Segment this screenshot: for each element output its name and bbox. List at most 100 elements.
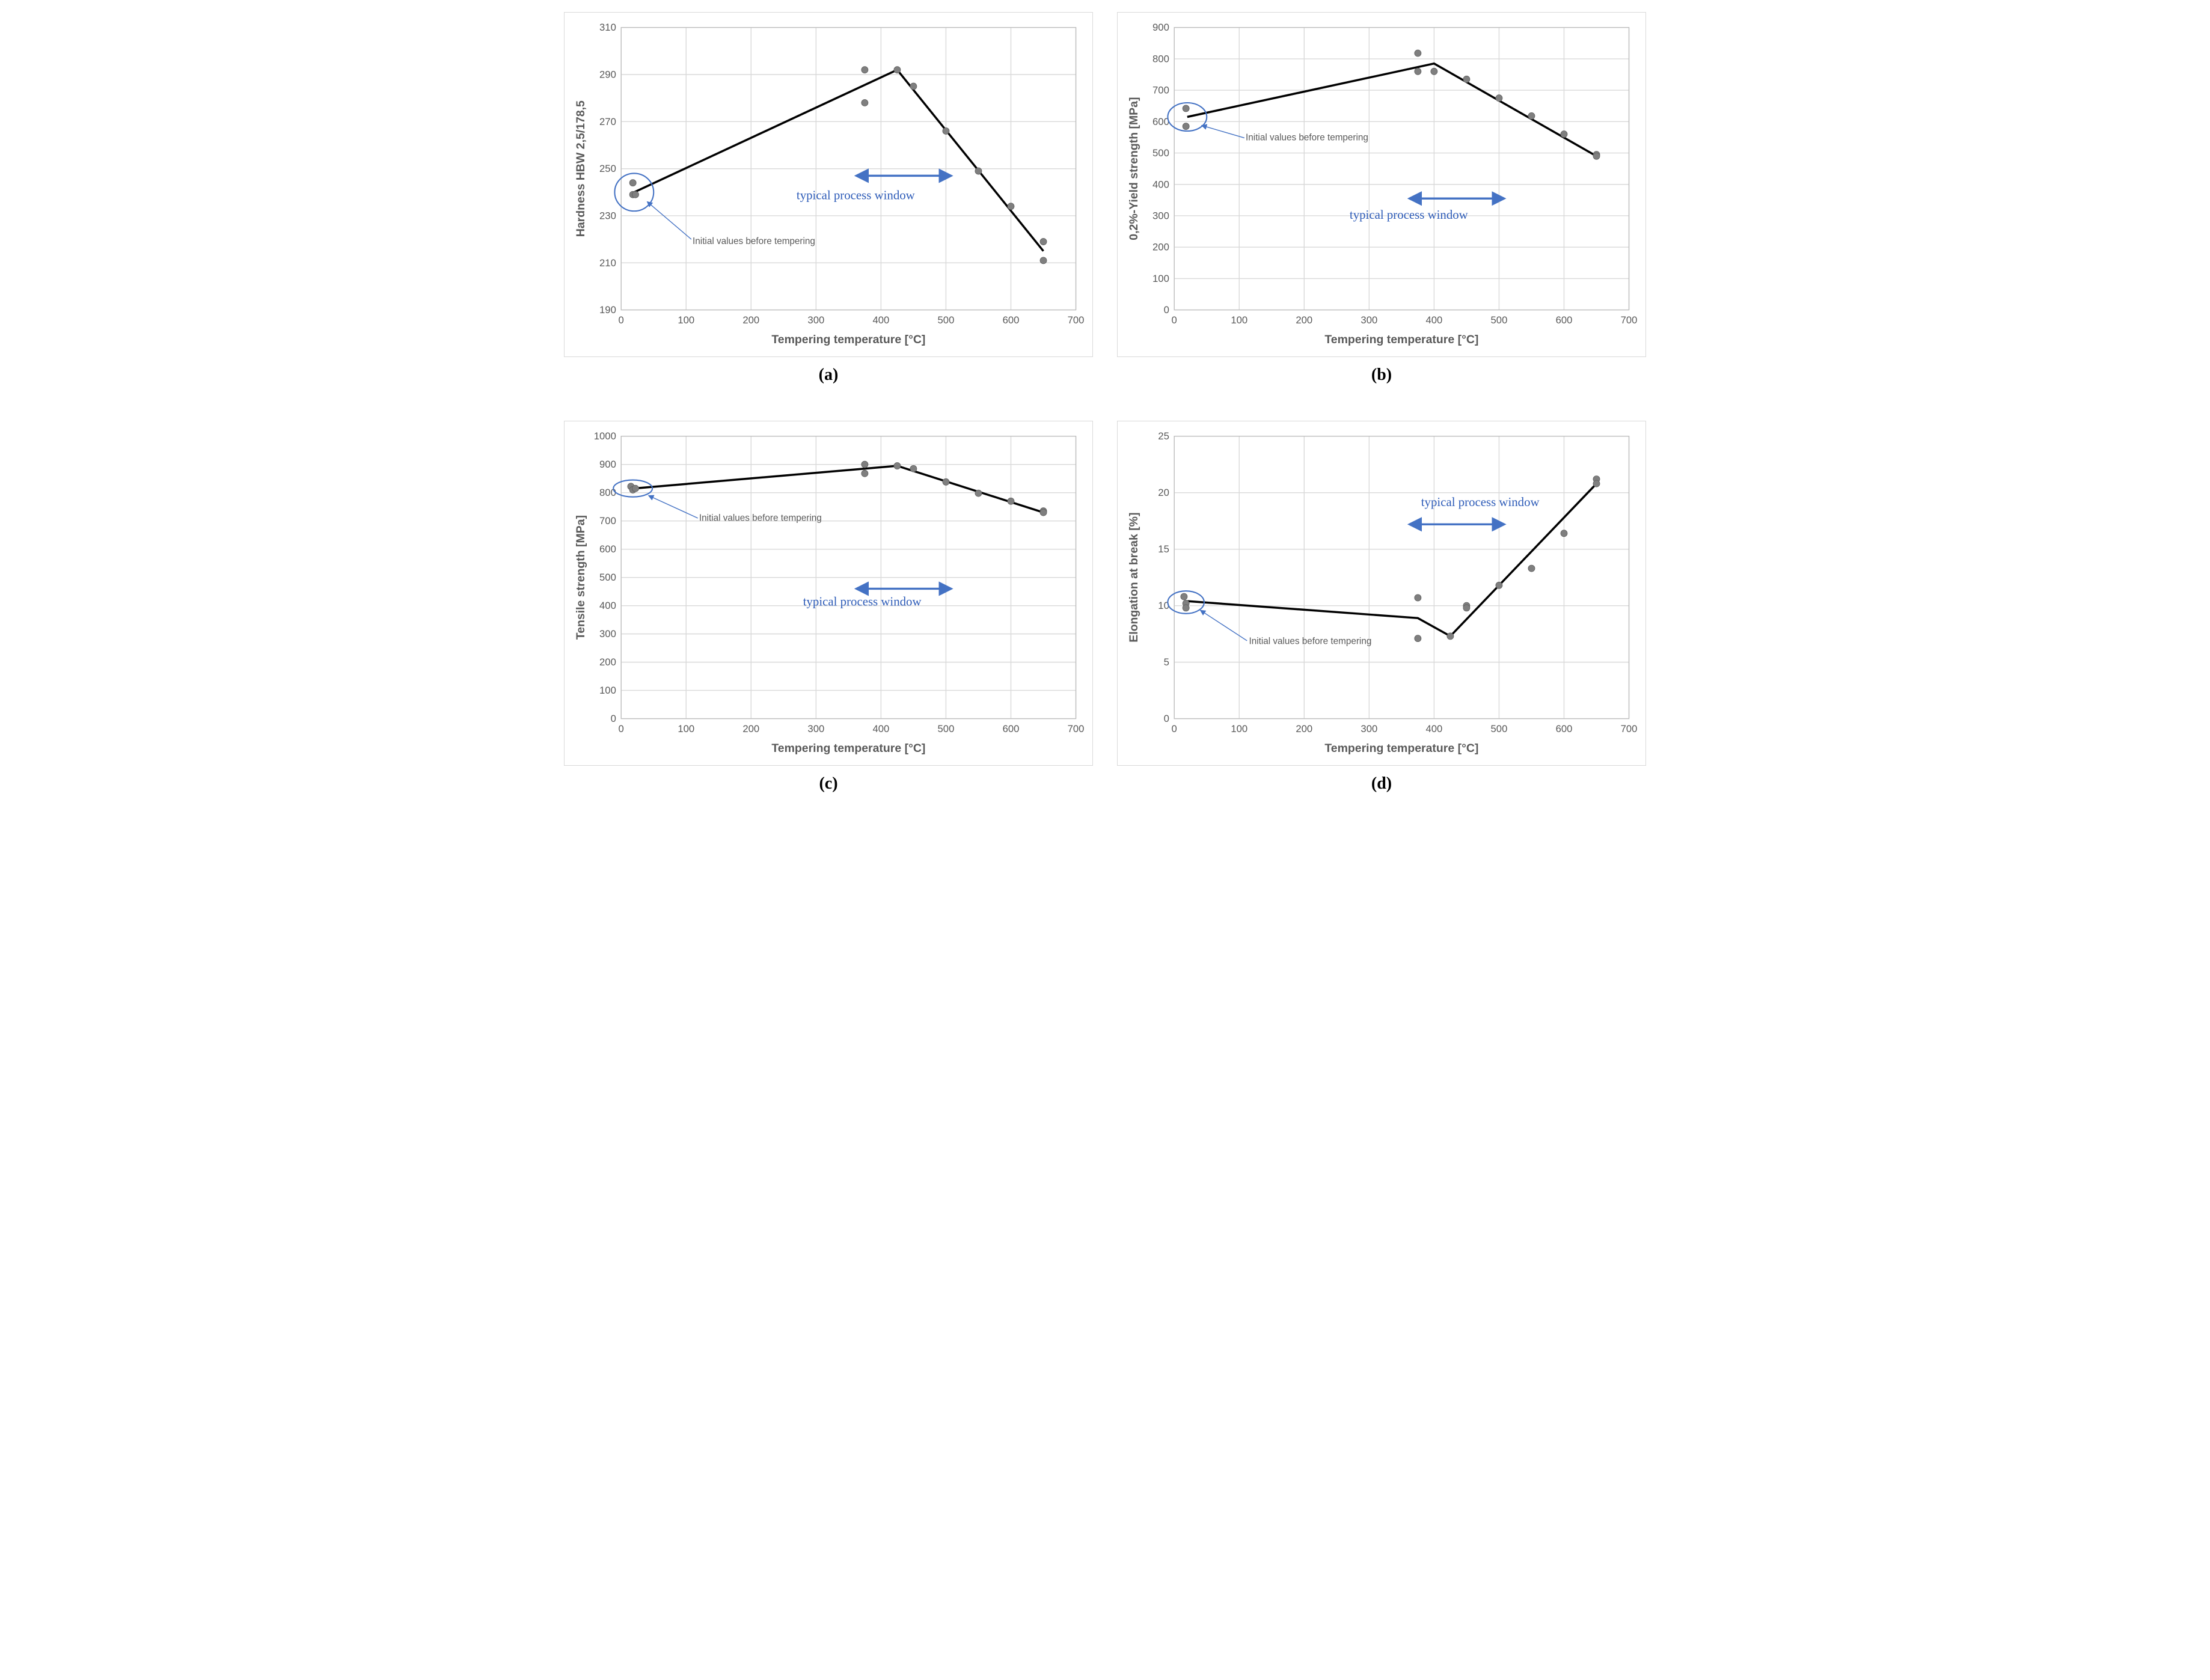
y-tick-label: 600: [599, 543, 616, 555]
y-tick-label: 0: [1164, 304, 1169, 316]
data-marker: [1415, 594, 1421, 601]
x-tick-label: 500: [1491, 314, 1508, 326]
initial-arrow: [647, 201, 691, 239]
trend-line: [634, 466, 1044, 513]
x-tick-label: 100: [1231, 723, 1247, 735]
x-tick-label: 300: [1361, 723, 1377, 735]
data-marker: [943, 478, 949, 485]
plot-wrap: 0100200300400500600700010020030040050060…: [1122, 17, 1641, 352]
data-marker: [1008, 498, 1014, 504]
data-marker: [862, 67, 868, 73]
y-tick-label: 700: [1152, 85, 1169, 96]
y-tick-label: 400: [599, 600, 616, 611]
y-tick-label: 0: [1164, 713, 1169, 724]
x-tick-label: 200: [1296, 314, 1312, 326]
trend-line: [634, 70, 1044, 251]
x-tick-label: 600: [1556, 723, 1573, 735]
plot-wrap: 01002003004005006007000510152025Initial …: [1122, 426, 1641, 760]
x-tick-label: 700: [1621, 723, 1638, 735]
plot-border: [1174, 436, 1629, 719]
y-tick-label: 25: [1158, 430, 1169, 442]
y-axis-label: 0,2%-Yield strength [MPa]: [1127, 97, 1140, 240]
x-tick-label: 400: [872, 314, 889, 326]
chart-box: 0100200300400500600700010020030040050060…: [1117, 12, 1646, 357]
y-tick-label: 100: [1152, 273, 1169, 284]
data-marker: [1528, 112, 1535, 119]
chart-svg: 0100200300400500600700190210230250270290…: [569, 17, 1088, 352]
y-tick-label: 210: [599, 257, 616, 269]
data-marker: [1447, 633, 1454, 640]
x-tick-label: 0: [1172, 723, 1177, 735]
x-tick-label: 300: [807, 314, 824, 326]
x-axis-label: Tempering temperature [°C]: [1324, 333, 1478, 346]
y-tick-label: 500: [599, 572, 616, 583]
y-tick-label: 190: [599, 304, 616, 316]
subfigure-letter: (d): [1371, 774, 1392, 793]
x-tick-label: 300: [1361, 314, 1377, 326]
x-tick-label: 400: [872, 723, 889, 735]
x-tick-label: 300: [807, 723, 824, 735]
data-marker: [1040, 238, 1047, 245]
x-tick-label: 100: [678, 723, 694, 735]
chart-svg: 0100200300400500600700010020030040050060…: [569, 426, 1088, 760]
y-tick-label: 200: [1152, 242, 1169, 253]
y-tick-label: 300: [599, 628, 616, 640]
chart-svg: 0100200300400500600700010020030040050060…: [1122, 17, 1641, 352]
data-marker: [943, 127, 949, 134]
data-marker: [1040, 509, 1047, 516]
x-tick-label: 200: [742, 314, 759, 326]
y-tick-label: 15: [1158, 543, 1169, 555]
chart-panel-b: 0100200300400500600700010020030040050060…: [1117, 12, 1646, 385]
y-tick-label: 20: [1158, 487, 1169, 498]
x-tick-label: 200: [1296, 723, 1312, 735]
data-marker: [1463, 76, 1470, 82]
x-tick-label: 0: [619, 314, 624, 326]
data-marker: [1496, 95, 1502, 102]
data-marker: [632, 191, 638, 198]
data-marker: [1593, 480, 1600, 487]
data-marker: [1593, 153, 1600, 159]
x-tick-label: 200: [742, 723, 759, 735]
y-tick-label: 230: [599, 210, 616, 222]
subfigure-letter: (c): [819, 774, 837, 793]
data-marker: [1415, 50, 1421, 57]
data-marker: [894, 463, 901, 469]
x-axis-label: Tempering temperature [°C]: [771, 742, 925, 755]
x-tick-label: 400: [1425, 314, 1442, 326]
data-marker: [862, 99, 868, 106]
y-tick-label: 200: [599, 656, 616, 668]
y-tick-label: 250: [599, 163, 616, 174]
y-tick-label: 290: [599, 69, 616, 81]
initial-arrow: [1200, 610, 1247, 641]
y-tick-label: 900: [599, 459, 616, 470]
process-window-label: typical process window: [803, 594, 922, 609]
x-axis-label: Tempering temperature [°C]: [771, 333, 925, 346]
data-marker: [1415, 68, 1421, 75]
data-marker: [894, 67, 901, 73]
chart-panel-c: 0100200300400500600700010020030040050060…: [564, 421, 1093, 793]
x-tick-label: 600: [1556, 314, 1573, 326]
x-tick-label: 700: [1068, 723, 1085, 735]
subfigure-letter: (b): [1371, 365, 1392, 385]
y-tick-label: 500: [1152, 147, 1169, 159]
subfigure-letter: (a): [819, 365, 839, 385]
y-tick-label: 5: [1164, 656, 1169, 668]
data-marker: [629, 180, 636, 186]
data-marker: [862, 470, 868, 477]
x-tick-label: 100: [1231, 314, 1247, 326]
plot-wrap: 0100200300400500600700190210230250270290…: [569, 17, 1088, 352]
y-axis-label: Hardness HBW 2,5/178,5: [574, 100, 587, 237]
y-tick-label: 900: [1152, 22, 1169, 33]
x-axis-label: Tempering temperature [°C]: [1324, 742, 1478, 755]
data-marker: [862, 461, 868, 468]
y-tick-label: 400: [1152, 179, 1169, 190]
y-tick-label: 700: [599, 515, 616, 527]
y-tick-label: 300: [1152, 210, 1169, 222]
initial-values-label: Initial values before tempering: [693, 236, 815, 246]
data-marker: [975, 168, 982, 174]
data-marker: [910, 83, 917, 90]
x-tick-label: 600: [1003, 723, 1020, 735]
y-tick-label: 1000: [594, 430, 616, 442]
initial-arrow: [649, 495, 698, 518]
x-tick-label: 500: [938, 723, 955, 735]
